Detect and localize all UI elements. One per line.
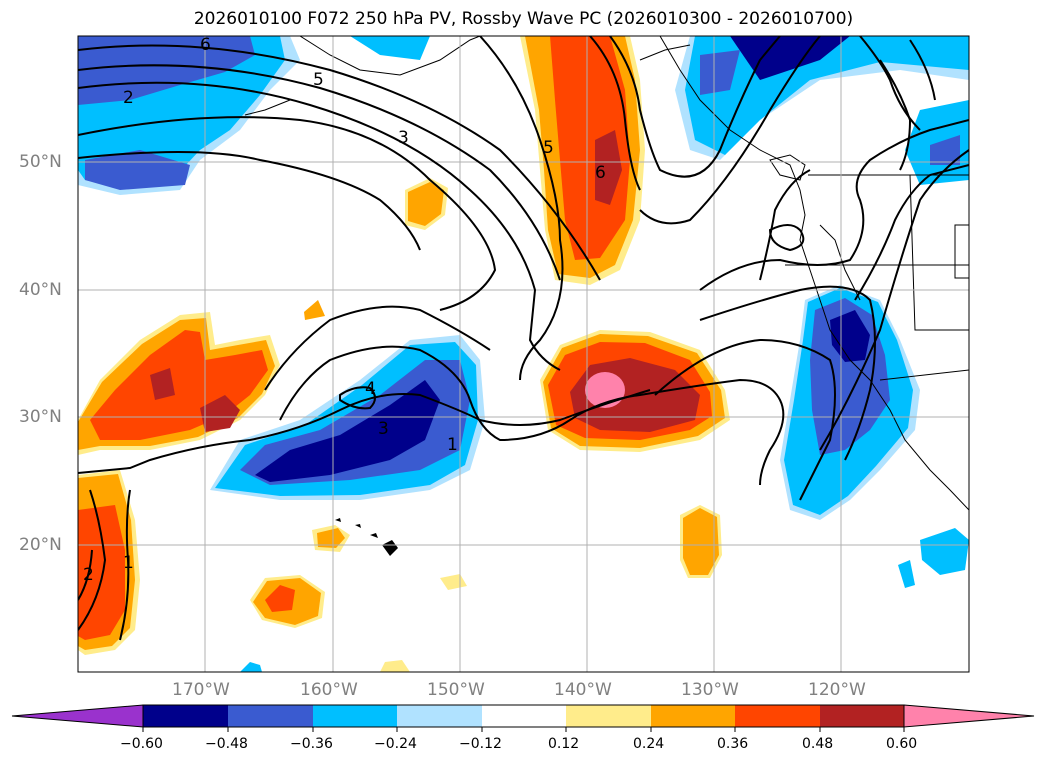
colorbar-segment bbox=[143, 705, 228, 727]
colorbar-segment bbox=[735, 705, 820, 727]
lon-label: 130°W bbox=[681, 680, 739, 700]
graticule bbox=[78, 36, 969, 672]
colorbar-segment bbox=[482, 705, 566, 727]
colorbar-tick-label: −0.24 bbox=[374, 736, 417, 752]
contour-label: 2 bbox=[123, 88, 134, 108]
colorbar-segment bbox=[313, 705, 397, 727]
colorbar-segment bbox=[820, 705, 904, 727]
colorbar-tick-label: 0.12 bbox=[548, 736, 580, 752]
contour-label: 4 bbox=[365, 379, 376, 399]
contour-label: 5 bbox=[543, 138, 554, 158]
contour-label: 3 bbox=[398, 128, 409, 148]
chart-title: 2026010100 F072 250 hPa PV, Rossby Wave … bbox=[193, 9, 854, 29]
pv-contours bbox=[78, 36, 969, 641]
lon-label: 150°W bbox=[427, 680, 485, 700]
negative-anomaly-fill bbox=[78, 36, 969, 672]
colorbar-tick-label: 0.48 bbox=[802, 736, 834, 752]
contour-label: 6 bbox=[595, 163, 606, 183]
colorbar-tick-label: −0.12 bbox=[459, 736, 502, 752]
colorbar-segment bbox=[228, 705, 313, 727]
colorbar-tick-label: 0.24 bbox=[633, 736, 665, 752]
lon-label: 120°W bbox=[808, 680, 866, 700]
colorbar-tick-label: 0.36 bbox=[717, 736, 749, 752]
colorbar-segment bbox=[397, 705, 482, 727]
colorbar-extend-min bbox=[11, 704, 144, 728]
lat-label: 20°N bbox=[19, 535, 62, 555]
contour-label: 5 bbox=[313, 70, 324, 90]
colorbar-tick-label: −0.48 bbox=[205, 736, 248, 752]
contour-label: 1 bbox=[123, 553, 134, 573]
contour-label: 1 bbox=[447, 435, 458, 455]
contour-label-group: 6 5 2 3 5 6 4 3 1 2 1 bbox=[83, 35, 606, 585]
lat-label: 50°N bbox=[19, 152, 62, 172]
contour-label: 2 bbox=[83, 565, 94, 585]
lon-label: 160°W bbox=[300, 680, 358, 700]
contour-label: 3 bbox=[378, 419, 389, 439]
map-area: 6 5 2 3 5 6 4 3 1 2 1 bbox=[78, 35, 969, 672]
colorbar-tick-label: 0.60 bbox=[886, 736, 918, 752]
colorbar bbox=[11, 704, 1035, 732]
colorbar-segment bbox=[566, 705, 651, 727]
lon-label: 140°W bbox=[554, 680, 612, 700]
lon-label: 170°W bbox=[172, 680, 230, 700]
colorbar-tick-label: −0.36 bbox=[290, 736, 333, 752]
map-frame bbox=[77, 35, 970, 673]
lat-label: 30°N bbox=[19, 407, 62, 427]
lat-label: 40°N bbox=[19, 280, 62, 300]
islands bbox=[335, 518, 398, 556]
colorbar-extend-max bbox=[903, 704, 1035, 728]
colorbar-segment bbox=[651, 705, 735, 727]
contour-label: 6 bbox=[200, 35, 211, 55]
colorbar-tick-label: −0.60 bbox=[120, 736, 163, 752]
